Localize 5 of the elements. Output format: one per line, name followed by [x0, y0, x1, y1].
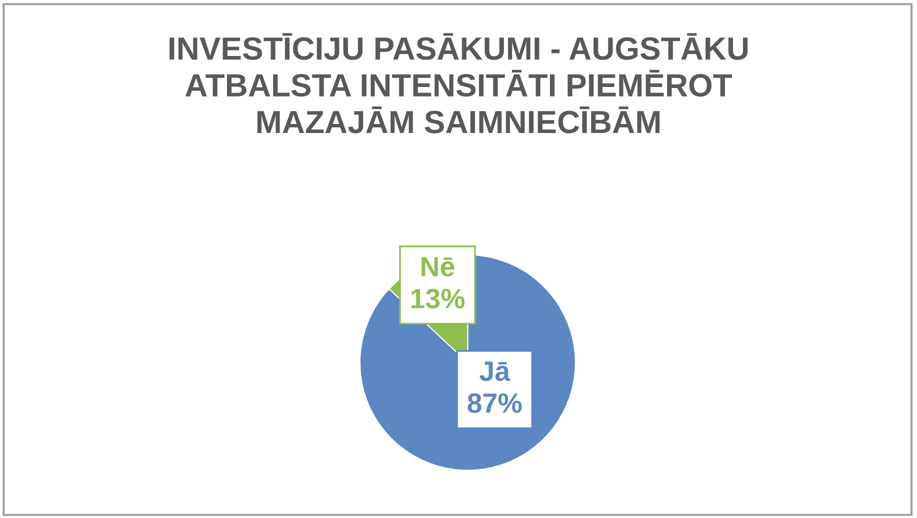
chart-title: INVESTĪCIJU PASĀKUMI - AUGSTĀKU ATBALSTA INTENSITĀTI PIEMĒROT MAZAJĀM SAIMNIECĪBĀM	[170, 33, 748, 134]
slice-label: Jā	[480, 362, 510, 382]
slice-label: Nē	[422, 257, 454, 277]
data-label: 13%	[411, 288, 465, 308]
data-label: 87%	[468, 393, 522, 413]
